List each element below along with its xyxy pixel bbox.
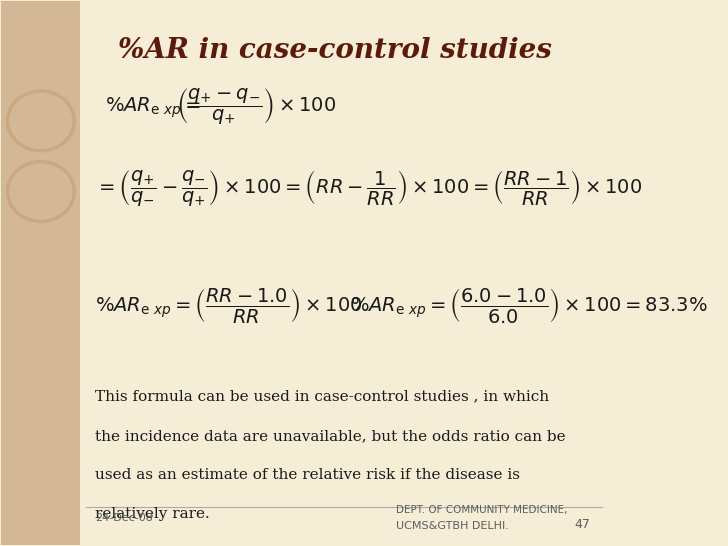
Text: 47: 47 <box>574 518 590 531</box>
Text: $\left(\dfrac{q_{+}-q_{-}}{q_{+}}\right)\times100$: $\left(\dfrac{q_{+}-q_{-}}{q_{+}}\right)… <box>176 87 336 127</box>
Text: %AR in case-control studies: %AR in case-control studies <box>119 37 553 64</box>
Text: the incidence data are unavailable, but the odds ratio can be: the incidence data are unavailable, but … <box>95 429 566 443</box>
Text: 24-Dec-08: 24-Dec-08 <box>95 513 154 523</box>
Text: relatively rare.: relatively rare. <box>95 507 210 521</box>
Text: This formula can be used in case-control studies , in which: This formula can be used in case-control… <box>95 390 550 404</box>
FancyBboxPatch shape <box>1 2 80 544</box>
Text: $=\left(\dfrac{q_{+}}{q_{-}}-\dfrac{q_{-}}{q_{+}}\right)\times100=\left(RR-\dfra: $=\left(\dfrac{q_{+}}{q_{-}}-\dfrac{q_{-… <box>95 169 643 209</box>
Text: $\%AR_{\mathrm{e}\ xp}=\left(\dfrac{6.0-1.0}{6.0}\right)\times100=83.3\%$: $\%AR_{\mathrm{e}\ xp}=\left(\dfrac{6.0-… <box>350 286 708 325</box>
Text: $\%AR_{\mathrm{e}\ xp}=$: $\%AR_{\mathrm{e}\ xp}=$ <box>105 95 200 120</box>
Text: used as an estimate of the relative risk if the disease is: used as an estimate of the relative risk… <box>95 468 521 482</box>
Text: UCMS&GTBH DELHI.: UCMS&GTBH DELHI. <box>396 521 509 531</box>
Text: $\%AR_{\mathrm{e}\ xp}=\left(\dfrac{RR-1.0}{RR}\right)\times100$: $\%AR_{\mathrm{e}\ xp}=\left(\dfrac{RR-1… <box>95 286 363 325</box>
Text: DEPT. OF COMMUNITY MEDICINE,: DEPT. OF COMMUNITY MEDICINE, <box>396 505 568 515</box>
